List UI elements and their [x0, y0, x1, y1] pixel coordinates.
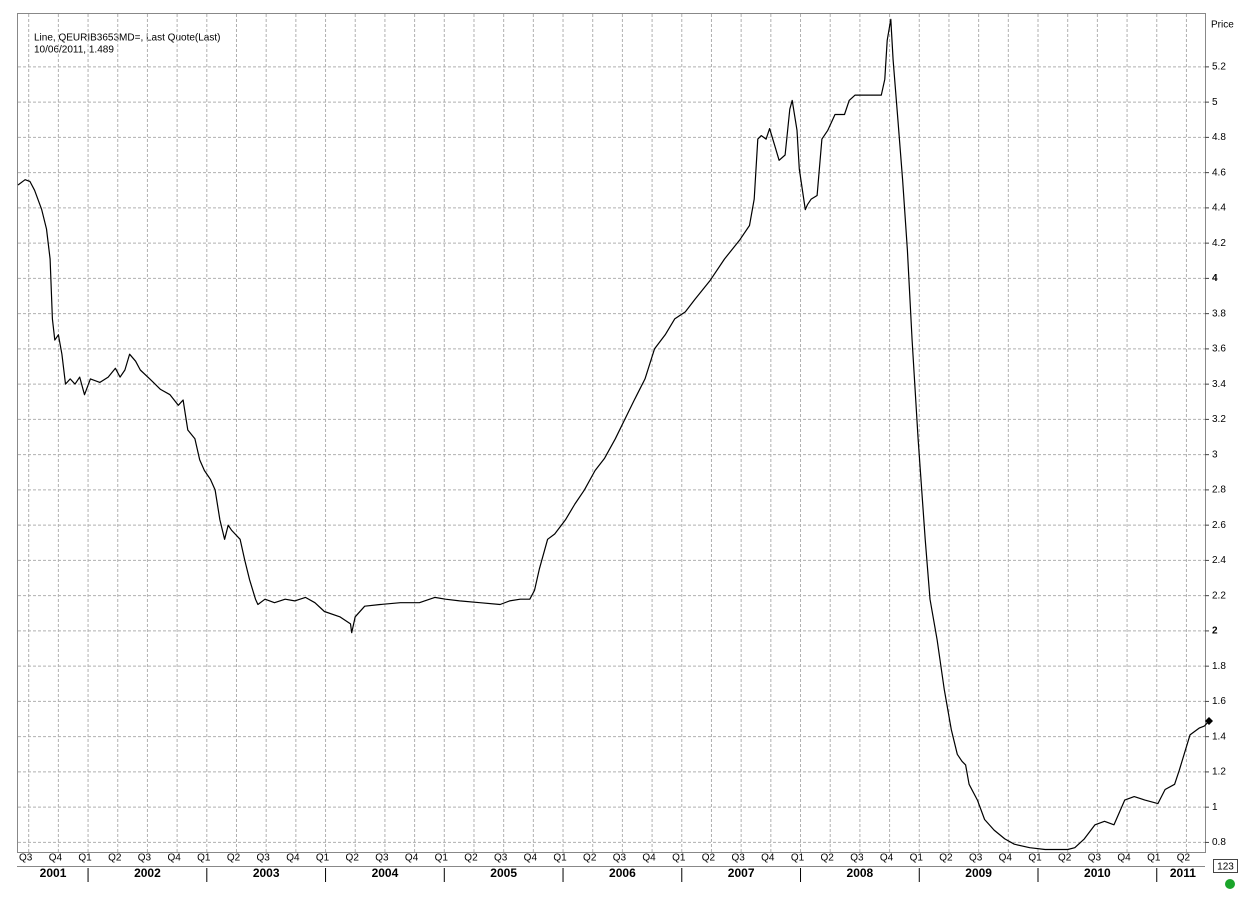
- y-tick-label: 3: [1212, 449, 1218, 460]
- y-tick-label: 5: [1212, 97, 1218, 108]
- year-label: 2009: [965, 866, 992, 880]
- y-tick-label: 1.4: [1212, 731, 1226, 742]
- x-tick-label: Q1: [553, 853, 567, 864]
- x-tick-label: Q2: [939, 853, 953, 864]
- y-tick-label: 4: [1212, 273, 1218, 284]
- x-tick-label: Q1: [78, 853, 92, 864]
- y-tick-label: 2.4: [1212, 555, 1226, 566]
- x-tick-label: Q3: [19, 853, 33, 864]
- x-tick-label: Q1: [1028, 853, 1042, 864]
- x-tick-label: Q1: [672, 853, 686, 864]
- x-tick-label: Q3: [375, 853, 389, 864]
- price-line: [17, 18, 1210, 851]
- x-tick-label: Q4: [761, 853, 775, 864]
- annotation-line-2: 10/06/2011, 1.489: [34, 45, 114, 56]
- x-tick-label: Q2: [108, 853, 122, 864]
- x-tick-label: Q4: [1117, 853, 1131, 864]
- x-tick-label: Q2: [464, 853, 478, 864]
- status-dot: [1225, 879, 1235, 889]
- x-tick-label: Q3: [257, 853, 271, 864]
- y-tick-label: 0.8: [1212, 837, 1226, 848]
- year-label: 2006: [609, 866, 636, 880]
- last-value-marker: [1205, 716, 1213, 725]
- x-tick-label: Q1: [435, 853, 449, 864]
- x-tick-label: Q1: [791, 853, 805, 864]
- y-tick-label: 2.6: [1212, 520, 1226, 531]
- x-tick-label: Q2: [1177, 853, 1191, 864]
- y-tick-label: 2.2: [1212, 590, 1226, 601]
- y-axis-label: Price: [1211, 20, 1234, 31]
- x-tick-label: Q2: [702, 853, 716, 864]
- x-tick-label: Q4: [405, 853, 419, 864]
- x-tick-label: Q3: [969, 853, 983, 864]
- y-tick-label: 4.6: [1212, 167, 1226, 178]
- x-tick-label: Q1: [197, 853, 211, 864]
- y-tick-label: 4.8: [1212, 132, 1226, 143]
- y-tick-label: 3.8: [1212, 308, 1226, 319]
- x-tick-label: Q2: [583, 853, 597, 864]
- x-tick-label: Q1: [1147, 853, 1161, 864]
- x-tick-label: Q1: [910, 853, 924, 864]
- year-label: 2004: [372, 866, 399, 880]
- y-tick-label: 1: [1212, 802, 1218, 813]
- year-label: 2011: [1170, 866, 1196, 880]
- y-tick-label: 1.8: [1212, 661, 1226, 672]
- x-tick-label: Q4: [880, 853, 894, 864]
- year-label: 2003: [253, 866, 280, 880]
- x-tick-label: Q3: [613, 853, 627, 864]
- y-tick-label: 4.4: [1212, 203, 1226, 214]
- badge-box: [1213, 859, 1238, 873]
- badge: 123: [1217, 862, 1234, 873]
- x-tick-label: Q4: [286, 853, 300, 864]
- x-tick-label: Q4: [999, 853, 1013, 864]
- x-tick-label: Q4: [49, 853, 63, 864]
- x-tick-label: Q4: [167, 853, 181, 864]
- y-tick-label: 1.6: [1212, 696, 1226, 707]
- y-tick-label: 3.6: [1212, 344, 1226, 355]
- x-tick-label: Q2: [1058, 853, 1072, 864]
- y-tick-label: 2: [1212, 626, 1218, 637]
- y-tick-label: 4.2: [1212, 238, 1226, 249]
- annotation-line-1: Line, QEURIB3653MD=, Last Quote(Last): [34, 33, 220, 44]
- x-tick-label: Q3: [731, 853, 745, 864]
- year-label: 2001: [40, 866, 67, 880]
- x-tick-label: Q2: [821, 853, 835, 864]
- x-tick-label: Q4: [642, 853, 656, 864]
- year-label: 2010: [1084, 866, 1111, 880]
- x-tick-label: Q4: [524, 853, 538, 864]
- y-tick-label: 2.8: [1212, 485, 1226, 496]
- x-tick-label: Q2: [346, 853, 360, 864]
- x-tick-label: Q1: [316, 853, 330, 864]
- year-label: 2008: [847, 866, 874, 880]
- x-tick-label: Q3: [138, 853, 152, 864]
- year-label: 2002: [134, 866, 161, 880]
- y-tick-label: 3.4: [1212, 379, 1226, 390]
- year-label: 2007: [728, 866, 755, 880]
- x-tick-label: Q3: [494, 853, 508, 864]
- y-tick-label: 1.2: [1212, 767, 1226, 778]
- y-tick-label: 3.2: [1212, 414, 1226, 425]
- y-tick-label: 5.2: [1212, 62, 1226, 73]
- year-label: 2005: [490, 866, 517, 880]
- x-tick-label: Q2: [227, 853, 241, 864]
- x-tick-label: Q3: [1088, 853, 1102, 864]
- x-tick-label: Q3: [850, 853, 864, 864]
- plot-frame: [17, 13, 1206, 853]
